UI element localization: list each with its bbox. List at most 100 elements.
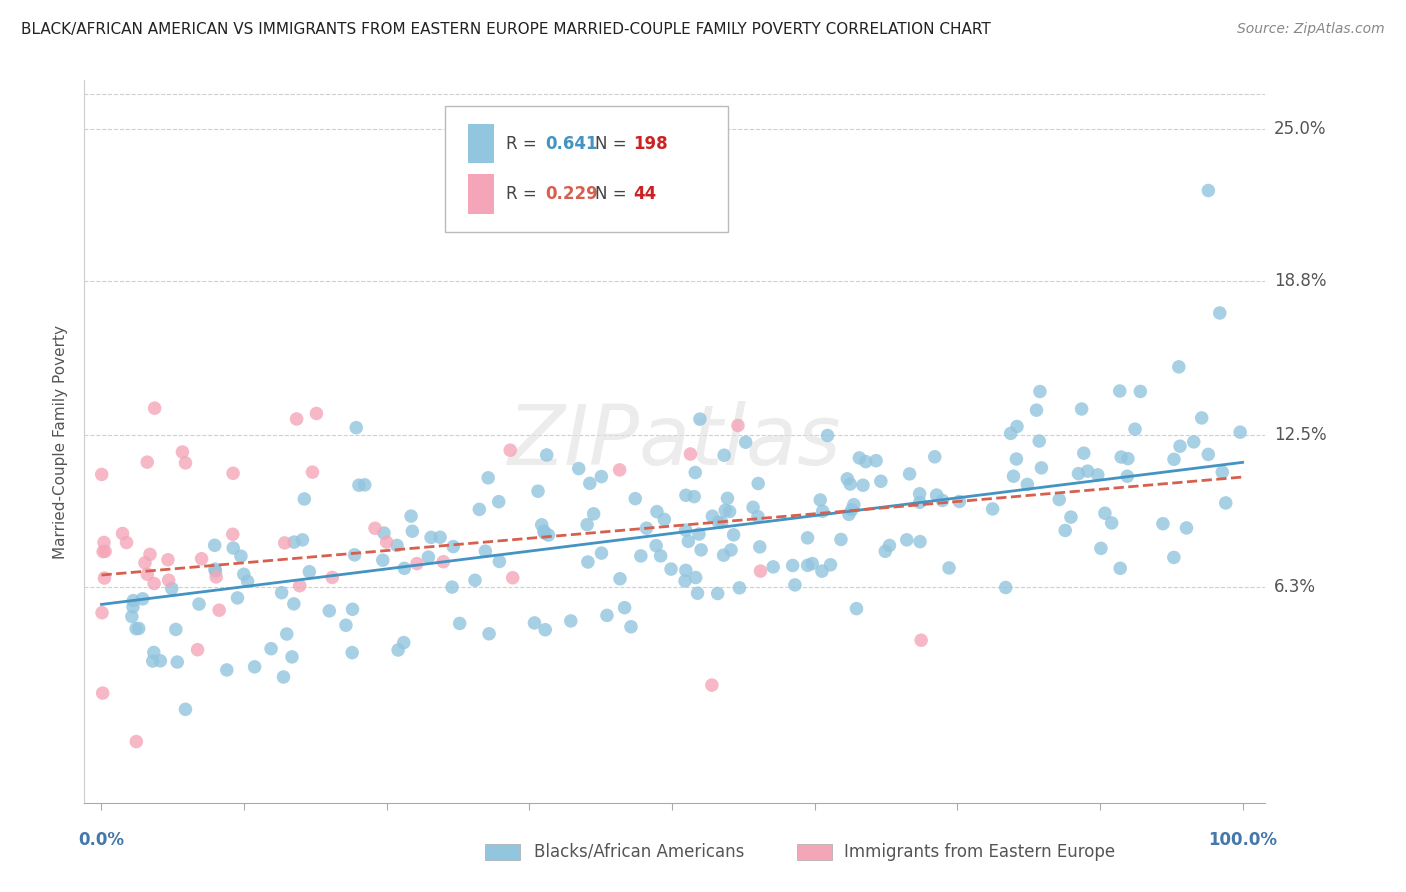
FancyBboxPatch shape <box>468 174 494 214</box>
Point <box>371 553 394 567</box>
Point <box>160 582 183 596</box>
Point <box>527 484 550 499</box>
Point <box>576 555 599 569</box>
Point <box>533 526 555 541</box>
Point <box>727 418 749 433</box>
Point <box>1116 469 1139 483</box>
Point <box>675 523 697 537</box>
Point <box>747 509 769 524</box>
Point <box>830 533 852 547</box>
Point <box>125 622 148 636</box>
Point <box>690 542 713 557</box>
Point <box>841 502 863 516</box>
Point <box>488 494 510 508</box>
Point <box>1025 403 1047 417</box>
Point <box>848 450 870 465</box>
Point <box>273 670 295 684</box>
Point <box>429 530 451 544</box>
Point <box>1109 561 1132 575</box>
Point <box>938 561 960 575</box>
Point <box>136 455 159 469</box>
Point <box>1167 359 1189 374</box>
Point <box>449 616 471 631</box>
Point <box>1209 306 1232 320</box>
Point <box>896 533 918 547</box>
Point <box>166 655 188 669</box>
Point <box>609 463 631 477</box>
Point <box>748 540 770 554</box>
Point <box>636 521 658 535</box>
Point <box>1087 467 1109 482</box>
Point <box>441 580 464 594</box>
Y-axis label: Married-Couple Family Poverty: Married-Couple Family Poverty <box>53 325 69 558</box>
Point <box>283 597 305 611</box>
Point <box>204 538 226 552</box>
Point <box>1108 384 1130 398</box>
Point <box>686 586 709 600</box>
Point <box>229 549 252 563</box>
Point <box>713 548 735 562</box>
Point <box>165 623 187 637</box>
Point <box>931 493 953 508</box>
Point <box>710 515 733 529</box>
Point <box>270 585 292 599</box>
Point <box>215 663 238 677</box>
Point <box>276 627 298 641</box>
Point <box>1060 510 1083 524</box>
Point <box>394 561 416 575</box>
Point <box>908 495 931 509</box>
Text: Blacks/African Americans: Blacks/African Americans <box>534 843 745 861</box>
Point <box>865 453 887 467</box>
Point <box>675 488 697 502</box>
Text: N =: N = <box>595 186 631 203</box>
Text: ZIPatlas: ZIPatlas <box>508 401 842 482</box>
Point <box>820 558 842 572</box>
Point <box>208 603 231 617</box>
Point <box>782 558 804 573</box>
Point <box>609 572 631 586</box>
Point <box>172 445 194 459</box>
Point <box>908 487 931 501</box>
Point <box>1073 446 1095 460</box>
Point <box>1090 541 1112 556</box>
Point <box>718 504 741 518</box>
Point <box>174 702 197 716</box>
Point <box>879 539 901 553</box>
Point <box>392 635 415 649</box>
Point <box>1005 452 1028 467</box>
Point <box>801 557 824 571</box>
Point <box>533 524 555 538</box>
Point <box>93 571 115 585</box>
Point <box>134 556 156 570</box>
Point <box>468 502 491 516</box>
Point <box>720 543 742 558</box>
Point <box>347 478 370 492</box>
Point <box>399 509 422 524</box>
Point <box>688 527 710 541</box>
Point <box>596 608 619 623</box>
Point <box>742 500 765 515</box>
Point <box>838 508 860 522</box>
Point <box>852 478 875 492</box>
Point <box>624 491 647 506</box>
Point <box>232 567 254 582</box>
Point <box>620 620 643 634</box>
Text: 100.0%: 100.0% <box>1208 830 1277 848</box>
Point <box>488 554 510 568</box>
Point <box>128 622 150 636</box>
Point <box>441 540 464 554</box>
Point <box>659 562 682 576</box>
Point <box>683 466 706 480</box>
Text: 44: 44 <box>634 186 657 203</box>
Point <box>464 574 486 588</box>
Point <box>591 469 613 483</box>
Point <box>1168 439 1191 453</box>
Point <box>143 576 166 591</box>
Text: Source: ZipAtlas.com: Source: ZipAtlas.com <box>1237 22 1385 37</box>
Point <box>811 564 834 578</box>
Point <box>375 535 398 549</box>
Point <box>1116 451 1139 466</box>
Point <box>340 646 363 660</box>
Point <box>474 544 496 558</box>
Point <box>204 564 226 578</box>
